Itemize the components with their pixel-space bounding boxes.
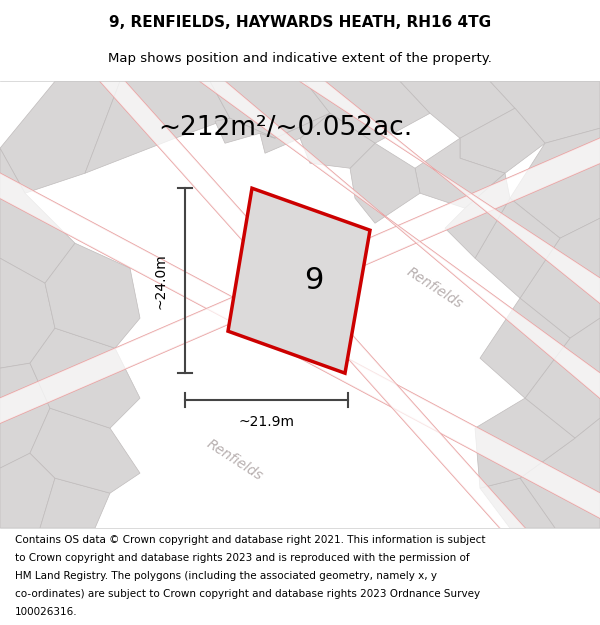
Polygon shape xyxy=(215,118,275,143)
Polygon shape xyxy=(475,198,560,298)
Polygon shape xyxy=(520,418,600,528)
Polygon shape xyxy=(520,218,600,338)
Polygon shape xyxy=(400,81,515,138)
Polygon shape xyxy=(30,408,140,493)
Text: co-ordinates) are subject to Crown copyright and database rights 2023 Ordnance S: co-ordinates) are subject to Crown copyr… xyxy=(15,589,480,599)
Polygon shape xyxy=(40,478,110,528)
Text: Map shows position and indicative extent of the property.: Map shows position and indicative extent… xyxy=(108,52,492,65)
Polygon shape xyxy=(460,108,545,173)
Polygon shape xyxy=(260,113,330,153)
Text: HM Land Registry. The polygons (including the associated geometry, namely x, y: HM Land Registry. The polygons (includin… xyxy=(15,571,437,581)
Polygon shape xyxy=(415,138,505,208)
Polygon shape xyxy=(480,298,570,398)
Polygon shape xyxy=(475,398,575,488)
Text: 9: 9 xyxy=(304,266,323,295)
Polygon shape xyxy=(100,81,525,528)
Polygon shape xyxy=(30,328,140,428)
Text: ~212m²/~0.052ac.: ~212m²/~0.052ac. xyxy=(158,115,412,141)
Text: Renfields: Renfields xyxy=(205,437,266,484)
Polygon shape xyxy=(200,81,600,398)
Text: ~24.0m: ~24.0m xyxy=(154,253,168,309)
Polygon shape xyxy=(210,81,330,138)
Polygon shape xyxy=(525,318,600,438)
Polygon shape xyxy=(0,363,50,468)
Text: to Crown copyright and database rights 2023 and is reproduced with the permissio: to Crown copyright and database rights 2… xyxy=(15,553,470,563)
Polygon shape xyxy=(85,81,230,173)
Polygon shape xyxy=(350,143,420,223)
Polygon shape xyxy=(445,173,510,258)
Polygon shape xyxy=(0,81,120,193)
Polygon shape xyxy=(0,148,75,283)
Text: 100026316.: 100026316. xyxy=(15,607,77,617)
Text: Renfields: Renfields xyxy=(404,265,466,311)
Text: ~21.9m: ~21.9m xyxy=(239,415,295,429)
Polygon shape xyxy=(305,81,430,143)
Polygon shape xyxy=(0,138,600,423)
Polygon shape xyxy=(0,453,55,528)
Polygon shape xyxy=(228,188,370,373)
Polygon shape xyxy=(300,81,600,303)
Polygon shape xyxy=(480,478,555,528)
Polygon shape xyxy=(490,81,600,143)
Text: Contains OS data © Crown copyright and database right 2021. This information is : Contains OS data © Crown copyright and d… xyxy=(15,535,485,545)
Polygon shape xyxy=(0,258,55,368)
Text: 9, RENFIELDS, HAYWARDS HEATH, RH16 4TG: 9, RENFIELDS, HAYWARDS HEATH, RH16 4TG xyxy=(109,15,491,30)
Polygon shape xyxy=(510,128,600,238)
Polygon shape xyxy=(0,173,600,518)
Polygon shape xyxy=(45,243,140,348)
Polygon shape xyxy=(300,113,375,168)
